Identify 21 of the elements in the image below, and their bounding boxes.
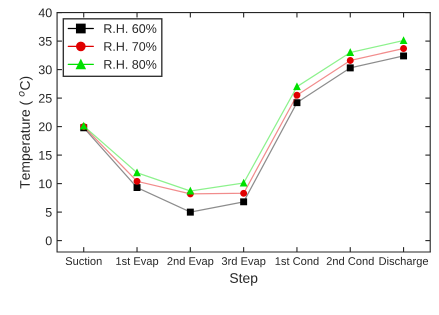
y-axis-title: Temperature ( $^{o}$C) [19, 76, 33, 189]
legend-label: R.H. 80% [104, 60, 156, 69]
y-tick-label: 0 [46, 236, 52, 246]
legend-label: R.H. 60% [104, 24, 156, 34]
y-tick-label: 25 [38, 94, 52, 103]
y-tick-label: 30 [38, 65, 52, 74]
y-tick-label: 5 [46, 208, 52, 217]
x-tick-label: 2nd Evap [167, 256, 214, 268]
y-tick-label: 40 [38, 8, 52, 18]
x-tick-label: 2nd Cond [326, 256, 374, 266]
x-tick-label: 1st Evap [116, 257, 158, 268]
y-tick-label: 35 [38, 36, 52, 46]
legend-label: R.H. 70% [104, 42, 156, 51]
y-tick-label: 20 [38, 122, 52, 132]
y-tick-label: 10 [39, 179, 52, 188]
y-tick-label: 15 [39, 151, 52, 160]
x-tick-label: 1st Cond [276, 256, 318, 266]
x-tick-label: 3rd Evap [222, 256, 266, 268]
x-tick-label: Discharge [379, 256, 428, 268]
x-axis-title: Step [230, 273, 258, 286]
x-tick-label: Suction [66, 256, 102, 266]
